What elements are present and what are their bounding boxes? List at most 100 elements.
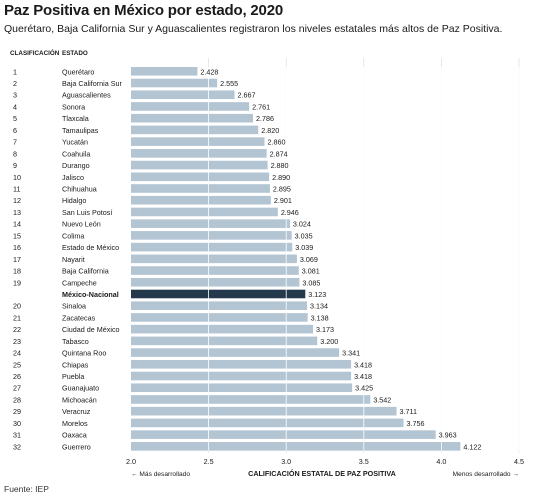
- state-label: San Luis Potosí: [62, 208, 112, 217]
- rank-label: 22: [13, 325, 21, 334]
- state-label: Nuevo León: [62, 220, 101, 229]
- bar: [131, 78, 218, 88]
- state-label: Nayarit: [62, 255, 85, 264]
- rank-label: 31: [13, 431, 21, 440]
- rank-label: 8: [13, 149, 17, 158]
- state-label: Michoacán: [62, 395, 97, 404]
- rank-label: 28: [13, 395, 21, 404]
- state-label: Sinaloa: [62, 302, 86, 311]
- rank-label: 7: [13, 138, 17, 147]
- state-label: Colima: [62, 231, 84, 240]
- bar: [131, 277, 300, 287]
- bar: [131, 137, 265, 146]
- value-label: 3.542: [373, 395, 391, 404]
- rank-label: 23: [13, 337, 21, 346]
- rank-label: 6: [13, 126, 17, 135]
- value-label: 2.890: [272, 173, 290, 182]
- bar: [131, 418, 404, 428]
- rank-label: 20: [13, 302, 21, 311]
- rank-label: 18: [13, 267, 21, 276]
- rank-label: 5: [13, 114, 17, 123]
- state-label: Baja California Sur: [62, 79, 123, 88]
- rank-label: 2: [13, 79, 17, 88]
- rank-label: 19: [13, 278, 21, 287]
- value-label: 2.860: [267, 138, 285, 147]
- value-label: 3.341: [342, 349, 360, 358]
- state-label: Yucatán: [62, 138, 88, 147]
- rank-label: 9: [13, 161, 17, 170]
- bar: [131, 242, 293, 252]
- chart-subtitle: Querétaro, Baja California Sur y Aguasca…: [4, 23, 503, 35]
- state-label: Chihuahua: [62, 185, 97, 194]
- bar: [131, 313, 308, 322]
- bar: [131, 67, 198, 76]
- value-label: 3.085: [302, 278, 320, 287]
- rank-label: 27: [13, 384, 21, 393]
- rank-label: 4: [13, 102, 17, 111]
- value-label: 2.786: [256, 114, 274, 123]
- x-tick-label: 4.0: [436, 457, 446, 466]
- bar: [131, 113, 253, 123]
- value-label: 3.200: [320, 337, 338, 346]
- rank-label: 26: [13, 372, 21, 381]
- value-label: 2.428: [200, 67, 218, 76]
- rank-label: 12: [13, 196, 21, 205]
- state-label: Campeche: [62, 278, 97, 287]
- bar: [131, 324, 314, 334]
- state-label: Veracruz: [62, 407, 91, 416]
- value-label: 3.963: [439, 431, 457, 440]
- bars-layer: [131, 58, 520, 453]
- rank-label: 1: [13, 67, 17, 76]
- rank-label: 17: [13, 255, 21, 264]
- bar: [131, 406, 397, 416]
- bar: [131, 219, 290, 228]
- bar: [131, 149, 267, 158]
- state-label: Aguascalientes: [62, 91, 111, 100]
- value-label: 2.880: [271, 161, 289, 170]
- state-label: Guanajuato: [62, 384, 99, 393]
- state-label: Coahuila: [62, 149, 90, 158]
- gridlines: [208, 67, 520, 451]
- state-label: Estado de México: [62, 243, 119, 252]
- value-label: 2.895: [273, 185, 291, 194]
- value-label: 3.711: [400, 407, 417, 416]
- x-tick-label: 3.0: [281, 457, 291, 466]
- state-label: Guerrero: [62, 442, 91, 451]
- value-label: 3.024: [293, 220, 311, 229]
- rank-label: 30: [13, 419, 21, 428]
- bar: [131, 160, 268, 170]
- bar: [131, 301, 307, 310]
- value-label: 3.134: [310, 302, 328, 311]
- value-label: 3.173: [316, 325, 334, 334]
- bar: [131, 371, 352, 381]
- state-label: Querétaro: [62, 67, 94, 76]
- state-label: Baja California: [62, 267, 109, 276]
- state-label: Oaxaca: [62, 431, 87, 440]
- state-label: Quintana Roo: [62, 349, 106, 358]
- x-axis-title: CALIFICACIÓN ESTATAL DE PAZ POSITIVA: [248, 469, 396, 478]
- value-label: 2.874: [270, 149, 288, 158]
- value-label: 3.035: [295, 231, 313, 240]
- bar: [131, 348, 340, 357]
- state-label: Zacatecas: [62, 313, 96, 322]
- state-label: Jalisco: [62, 173, 84, 182]
- bar: [131, 102, 250, 111]
- rank-label: 25: [13, 360, 21, 369]
- rank-label: 32: [13, 442, 21, 451]
- bar: [131, 184, 270, 193]
- value-label: 3.039: [295, 243, 313, 252]
- bar: [131, 195, 271, 205]
- bar: [131, 360, 352, 369]
- state-label: Hidalgo: [62, 196, 86, 205]
- state-label: Ciudad de México: [62, 325, 120, 334]
- state-label: Tabasco: [62, 337, 89, 346]
- value-label: 2.820: [261, 126, 279, 135]
- value-label: 3.138: [311, 313, 329, 322]
- x-tick-label: 2.5: [204, 457, 214, 466]
- bar: [131, 90, 235, 100]
- bar: [131, 172, 270, 182]
- bar: [131, 266, 299, 275]
- right-annotation: Menos desarrollado →: [453, 471, 519, 478]
